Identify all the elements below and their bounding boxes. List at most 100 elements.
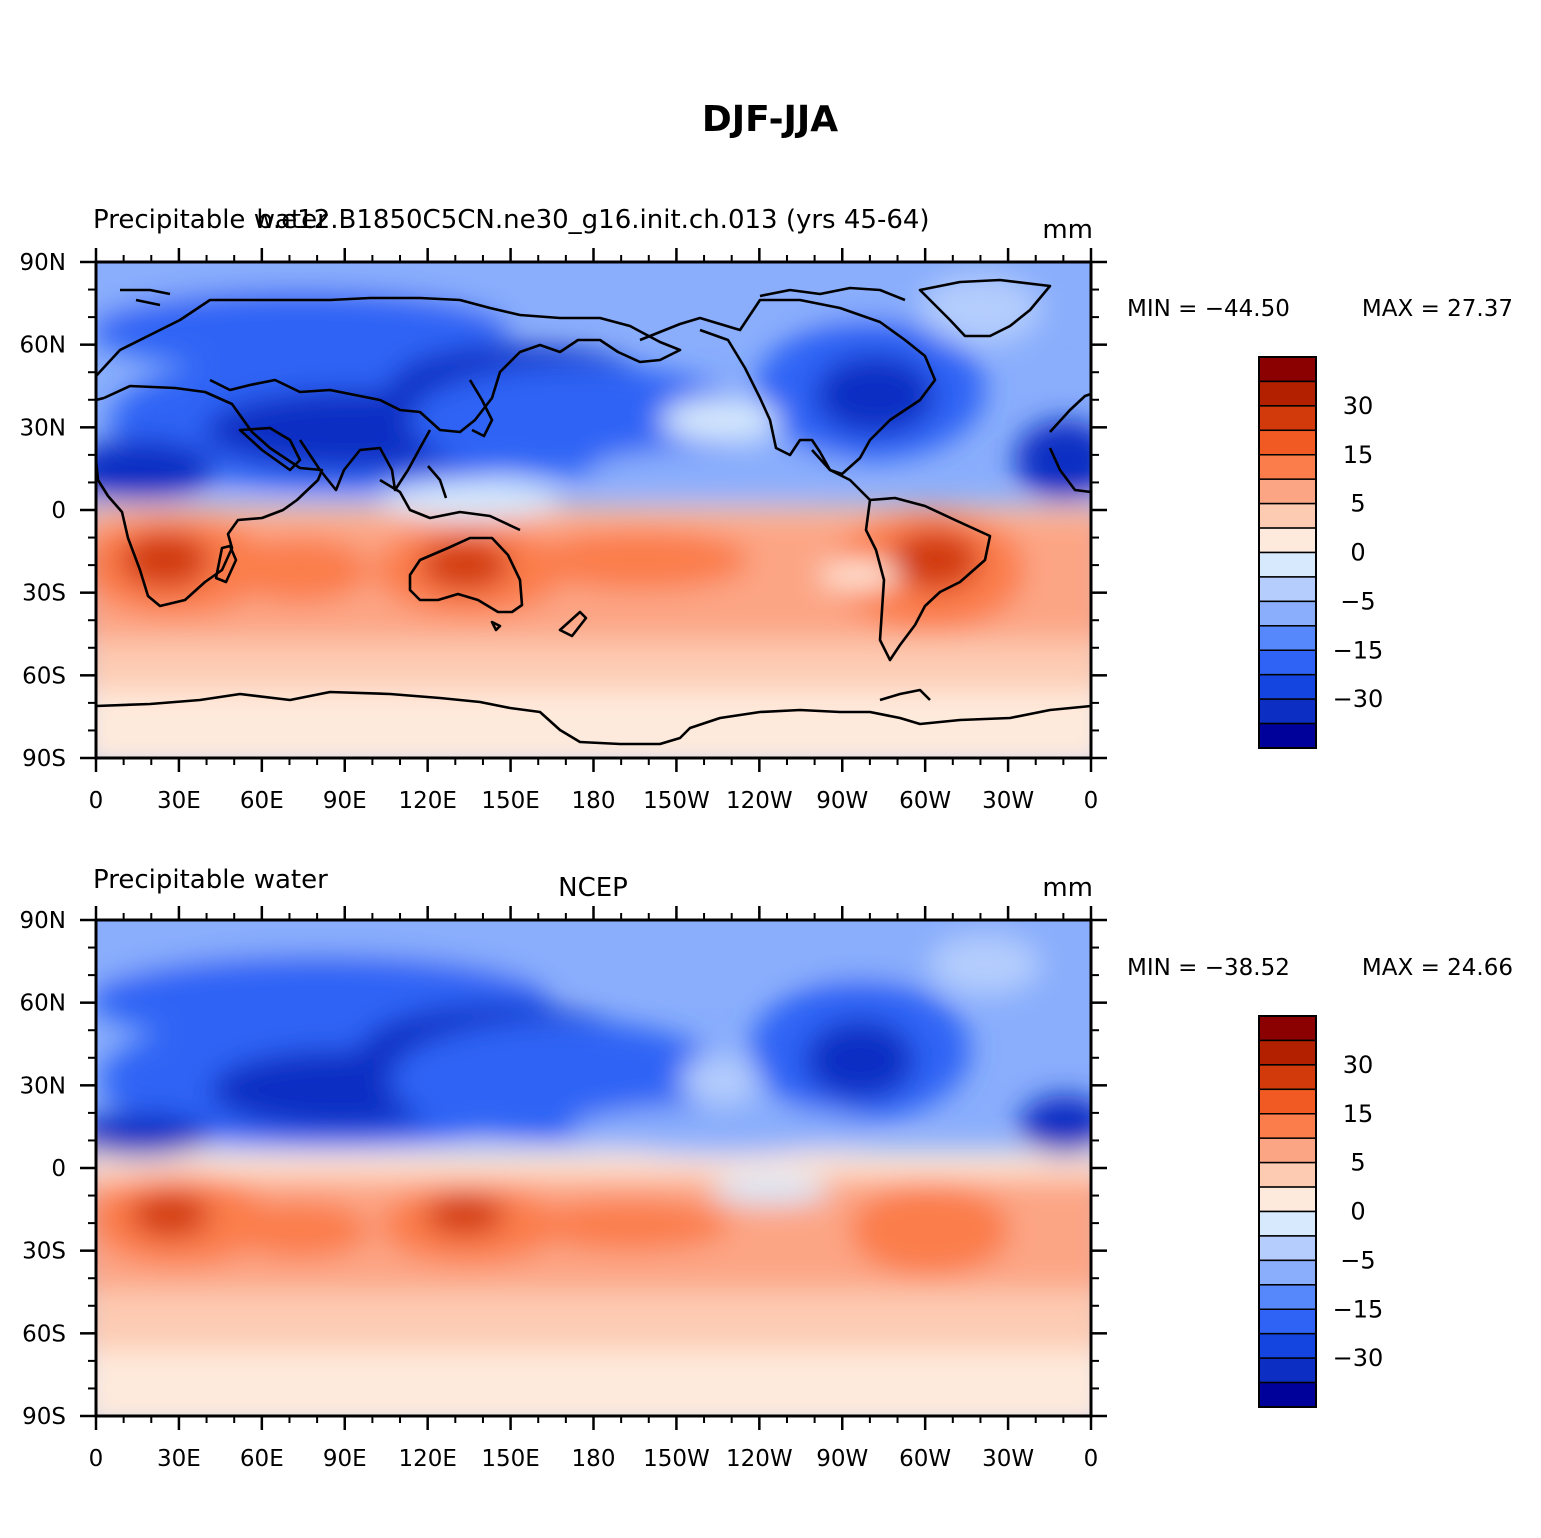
- panel-1-x-tick-label: 150E: [481, 788, 539, 814]
- panel-1-colorbar-swatch: [1258, 698, 1317, 725]
- panel-2-y-tick-label: 60N: [20, 991, 66, 1017]
- panel-1-colorbar-swatch: [1258, 429, 1317, 456]
- panel-2-colorbar-label: 15: [1343, 1100, 1374, 1128]
- panel-2-units: mm: [1042, 873, 1093, 903]
- panel-1-x-tick-label: 30W: [982, 788, 1034, 814]
- panel-2-left-title: Precipitable water: [93, 865, 328, 895]
- panel-1-colorbar-swatch: [1258, 502, 1317, 529]
- panel-1-colorbar-swatch: [1258, 673, 1317, 700]
- panel-1-min-label: MIN = −44.50: [1127, 296, 1290, 322]
- panel-2-x-tick-label: 30E: [157, 1446, 201, 1472]
- panel-1-left-title: Precipitable water: [93, 205, 328, 235]
- panel-1-colorbar-label: 0: [1350, 539, 1365, 567]
- panel-1-y-tick-label: 60N: [20, 333, 66, 359]
- panel-2-x-tick-label: 150E: [481, 1446, 539, 1472]
- panel-1-center-title: b.e12.B1850C5CN.ne30_g16.init.ch.013 (yr…: [256, 205, 929, 235]
- panel-1-colorbar-swatch: [1258, 625, 1317, 651]
- panel-1-colorbar-swatch: [1258, 649, 1317, 676]
- panel-2-colorbar-label: −15: [1333, 1295, 1384, 1323]
- panel-1-units: mm: [1042, 215, 1093, 245]
- panel-2-x-tick-label: 30W: [982, 1446, 1034, 1472]
- panel-1-x-tick-label: 150W: [643, 788, 710, 814]
- panel-2-colorbar-label: −5: [1340, 1246, 1375, 1274]
- panel-2-x-tick-label: 180: [572, 1446, 616, 1472]
- panel-2-x-tick-label: 0: [89, 1446, 104, 1472]
- panel-2-colorbar-frame: [1258, 1015, 1317, 1408]
- panel-2: Precipitable water NCEP mm: [93, 865, 1093, 1416]
- panel-1-coastlines: [96, 278, 1091, 746]
- panel-2-colorbar-label: 0: [1350, 1198, 1365, 1226]
- panel-2-colorbar-swatch: [1258, 1259, 1317, 1286]
- panel-1-map-field: [96, 262, 1091, 758]
- panel-2-y-tick-label: 90S: [22, 1404, 66, 1430]
- panel-1-colorbar-swatch: [1258, 722, 1317, 749]
- panel-2-colorbar-swatch: [1258, 1064, 1317, 1091]
- panel-1-colorbar-swatch: [1258, 356, 1317, 383]
- panel-2-colorbar-swatch: [1258, 1161, 1317, 1188]
- panel-1-x-tick-label: 90E: [323, 788, 367, 814]
- panel-2-colorbar-swatch: [1258, 1381, 1317, 1408]
- panel-2-x-tick-label: 90W: [816, 1446, 868, 1472]
- panel-1-colorbar-label: −30: [1333, 685, 1384, 713]
- panel-1-colorbar-swatch: [1258, 478, 1317, 505]
- panel-1-x-tick-label: 120E: [398, 788, 456, 814]
- figure-title: DJF-JJA: [702, 99, 838, 140]
- panel-1-x-tick-label: 0: [89, 788, 104, 814]
- panel-2-min-label: MIN = −38.52: [1127, 955, 1290, 981]
- panel-1-x-tick-label: 120W: [726, 788, 793, 814]
- panel-1-y-tick-label: 0: [51, 498, 66, 524]
- panel-1-colorbar-label: 15: [1343, 441, 1374, 469]
- panel-1-colorbar-label: 30: [1343, 392, 1374, 420]
- panel-1-max-label: MAX = 27.37: [1362, 296, 1513, 322]
- panel-2-colorbar-swatch: [1258, 1088, 1317, 1115]
- panel-1-colorbar-frame: [1258, 356, 1317, 749]
- panel-2-x-tick-label: 60W: [899, 1446, 951, 1472]
- panel-2-x-tick-label: 0: [1084, 1446, 1099, 1472]
- panel-1-colorbar-swatch: [1258, 380, 1317, 407]
- panel-1-colorbar-label: 5: [1350, 490, 1365, 518]
- panel-2-colorbar-swatch: [1258, 1137, 1317, 1164]
- panel-2-max-label: MAX = 24.66: [1362, 955, 1513, 981]
- panel-1-y-tick-label: 30S: [22, 581, 66, 607]
- panel-2-x-tick-label: 120W: [726, 1446, 793, 1472]
- panel-1-colorbar-swatch: [1258, 600, 1317, 627]
- panel-1-colorbar-swatch: [1258, 551, 1317, 578]
- panel-1-x-tick-label: 180: [572, 788, 616, 814]
- panel-2-y-tick-label: 0: [51, 1156, 66, 1182]
- colorbars: 30 15 5 0 −5 −15 −30 30 15 5 0 −5 −15 −30: [1258, 356, 1384, 1408]
- panel-2-colorbar-swatch: [1258, 1235, 1317, 1262]
- panel-2-colorbar-swatch: [1258, 1332, 1317, 1359]
- panel-1-x-tick-label: 30E: [157, 788, 201, 814]
- panel-2-colorbar-swatch: [1258, 1186, 1317, 1213]
- panel-1-y-tick-label: 90S: [22, 746, 66, 772]
- panel-2-y-tick-label: 90N: [20, 908, 66, 934]
- panel-2-y-tick-label: 60S: [22, 1321, 66, 1347]
- panel-2-x-tick-label: 60E: [240, 1446, 284, 1472]
- panel-1-x-tick-label: 0: [1084, 788, 1099, 814]
- map-frames: 0 30E 60E 90E 120E 150E 180 150W 120W 90W 60W 30W 09…: [20, 248, 1107, 1472]
- panel-2-x-tick-label: 120E: [398, 1446, 456, 1472]
- panel-2-colorbar-swatch: [1258, 1015, 1317, 1042]
- panel-2-x-tick-label: 90E: [323, 1446, 367, 1472]
- panel-2-colorbar-swatch: [1258, 1308, 1317, 1335]
- panel-2-center-title: NCEP: [558, 873, 628, 903]
- panel-2-colorbar-swatch: [1258, 1284, 1317, 1310]
- panel-1-colorbar-swatch: [1258, 527, 1317, 554]
- panel-1-colorbar-swatch: [1258, 576, 1317, 603]
- panel-1-colorbar-label: −5: [1340, 587, 1375, 615]
- panel-1-colorbar-label: −15: [1333, 636, 1384, 664]
- panel-1-y-tick-label: 90N: [20, 250, 66, 276]
- panel-2-map-field: [96, 920, 1091, 1416]
- panel-1: Precipitable water b.e12.B1850C5CN.ne30_…: [93, 205, 1093, 758]
- panel-1-x-tick-label: 60W: [899, 788, 951, 814]
- panel-1-colorbar-swatch: [1258, 454, 1317, 480]
- panel-2-colorbar-swatch: [1258, 1210, 1317, 1237]
- panel-1-y-tick-label: 60S: [22, 663, 66, 689]
- panel-2-colorbar-label: 30: [1343, 1051, 1374, 1079]
- panel-1-colorbar-swatch: [1258, 405, 1317, 432]
- panel-2-colorbar-swatch: [1258, 1357, 1317, 1384]
- panel-2-colorbar-swatch: [1258, 1113, 1317, 1139]
- panel-1-x-tick-label: 90W: [816, 788, 868, 814]
- panel-1-x-tick-label: 60E: [240, 788, 284, 814]
